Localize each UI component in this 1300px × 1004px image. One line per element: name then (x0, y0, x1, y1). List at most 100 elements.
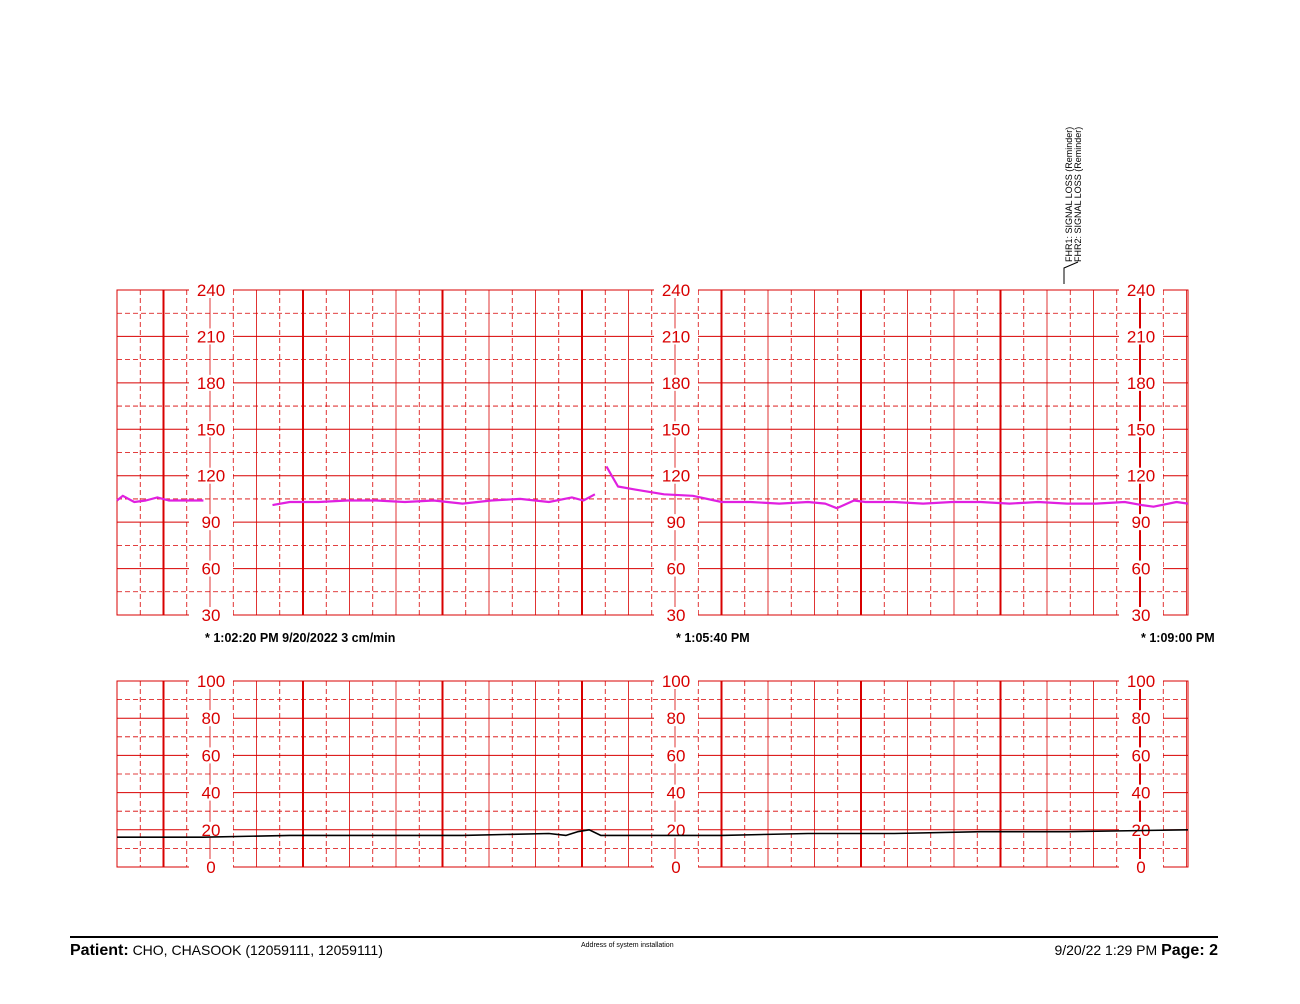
tick-label-bg (1119, 710, 1163, 727)
tick-label-bg (1119, 784, 1163, 801)
trace-line (117, 828, 1189, 839)
y-tick-label: 150 (197, 420, 225, 439)
tick-label-bg (654, 747, 698, 764)
tick-label-bg (1119, 421, 1163, 438)
tick-label-bg (654, 784, 698, 801)
tick-label-bg (1119, 747, 1163, 764)
tick-label-bg (189, 821, 233, 838)
y-tick-label: 240 (1127, 281, 1155, 300)
y-tick-label: 80 (1132, 709, 1151, 728)
signal-loss-annotation: FHR1: SIGNAL LOSS (Reminder) FHR2: SIGNAL… (1064, 127, 1083, 262)
y-tick-label: 40 (202, 784, 221, 803)
y-tick-label: 40 (1132, 784, 1151, 803)
panel-frame (116, 289, 1189, 616)
tick-label-bg (189, 560, 233, 577)
tick-label-bg (654, 821, 698, 838)
tick-label-bg (1119, 374, 1163, 391)
tick-label-bg (189, 784, 233, 801)
y-tick-label: 210 (197, 327, 225, 346)
page-number: Page: 2 (1161, 942, 1218, 959)
time-mark: * 1:02:20 PM 9/20/2022 3 cm/min (205, 631, 395, 645)
tick-label-bg (1119, 560, 1163, 577)
tick-label-bg (654, 467, 698, 484)
tick-label-bg (1119, 673, 1163, 689)
y-tick-label: 100 (1127, 672, 1155, 691)
y-tick-label: 120 (197, 467, 225, 486)
tick-label-bg (189, 328, 233, 345)
y-tick-label: 150 (662, 420, 690, 439)
y-tick-label: 40 (667, 784, 686, 803)
patient-info: Patient: CHO, CHASOOK (12059111, 1205911… (70, 942, 383, 960)
tick-label-bg (654, 859, 698, 875)
y-tick-label: 60 (202, 560, 221, 579)
y-tick-label: 60 (1132, 560, 1151, 579)
trace-line (272, 493, 596, 507)
tick-label-bg (654, 673, 698, 689)
y-tick-label: 90 (202, 513, 221, 532)
y-tick-label: 0 (671, 858, 680, 877)
footer: Patient: CHO, CHASOOK (12059111, 1205911… (70, 936, 1218, 978)
y-tick-label: 60 (667, 560, 686, 579)
y-tick-label: 30 (202, 606, 221, 625)
tick-label-bg (654, 514, 698, 531)
time-mark: * 1:09:00 PM (1141, 631, 1215, 645)
tick-label-bg (189, 747, 233, 764)
y-tick-label: 180 (197, 374, 225, 393)
y-tick-label: 80 (667, 709, 686, 728)
tick-label-bg (1119, 467, 1163, 484)
trace-line (116, 494, 204, 504)
tick-label-bg (189, 374, 233, 391)
fhr-panel: 240 210 180 150 120 90 60 30 240 210 180 150 120 90 60… (116, 281, 1189, 625)
tick-label-bg (189, 467, 233, 484)
y-tick-label: 80 (202, 709, 221, 728)
y-tick-label: 30 (1132, 606, 1151, 625)
tick-label-bg (1119, 282, 1163, 298)
tick-label-bg (654, 421, 698, 438)
y-tick-label: 20 (202, 821, 221, 840)
tick-label-bg (189, 859, 233, 875)
patient-label: Patient: (70, 942, 129, 959)
annotation-marker (1063, 261, 1079, 284)
y-tick-label: 180 (662, 374, 690, 393)
y-tick-label: 0 (1136, 858, 1145, 877)
trace-line (605, 465, 1189, 510)
y-tick-label: 90 (667, 513, 686, 532)
y-tick-label: 240 (662, 281, 690, 300)
annotation-text: FHR1: SIGNAL LOSS (Reminder) (1064, 127, 1074, 262)
panel-frame (116, 680, 1189, 868)
tick-label-bg (189, 710, 233, 727)
y-tick-label: 60 (667, 746, 686, 765)
tick-label-bg (189, 673, 233, 689)
tick-label-bg (189, 514, 233, 531)
y-tick-label: 210 (1127, 327, 1155, 346)
y-tick-label: 20 (667, 821, 686, 840)
print-timestamp: 9/20/22 1:29 PM (1054, 942, 1158, 958)
y-tick-label: 60 (1132, 746, 1151, 765)
y-tick-label: 30 (667, 606, 686, 625)
tick-label-bg (654, 560, 698, 577)
tick-label-bg (654, 374, 698, 391)
y-tick-label: 60 (202, 746, 221, 765)
tick-label-bg (1119, 514, 1163, 531)
y-tick-label: 180 (1127, 374, 1155, 393)
tick-label-bg (189, 421, 233, 438)
y-tick-label: 0 (206, 858, 215, 877)
y-tick-label: 90 (1132, 513, 1151, 532)
annotation-text: FHR2: SIGNAL LOSS (Reminder) (1073, 127, 1083, 262)
tick-label-bg (1119, 328, 1163, 345)
y-tick-label: 100 (662, 672, 690, 691)
tick-label-bg (654, 607, 698, 623)
y-tick-label: 100 (197, 672, 225, 691)
patient-value: CHO, CHASOOK (12059111, 12059111) (132, 942, 383, 958)
y-tick-label: 210 (662, 327, 690, 346)
y-tick-label: 120 (1127, 467, 1155, 486)
tick-label-bg (189, 607, 233, 623)
tick-label-bg (1119, 607, 1163, 623)
system-address: Address of system installation (581, 942, 674, 949)
printed-info: 9/20/22 1:29 PM Page: 2 (1054, 942, 1218, 960)
tick-label-bg (1119, 859, 1163, 875)
y-tick-label: 150 (1127, 420, 1155, 439)
tick-label-bg (654, 282, 698, 298)
